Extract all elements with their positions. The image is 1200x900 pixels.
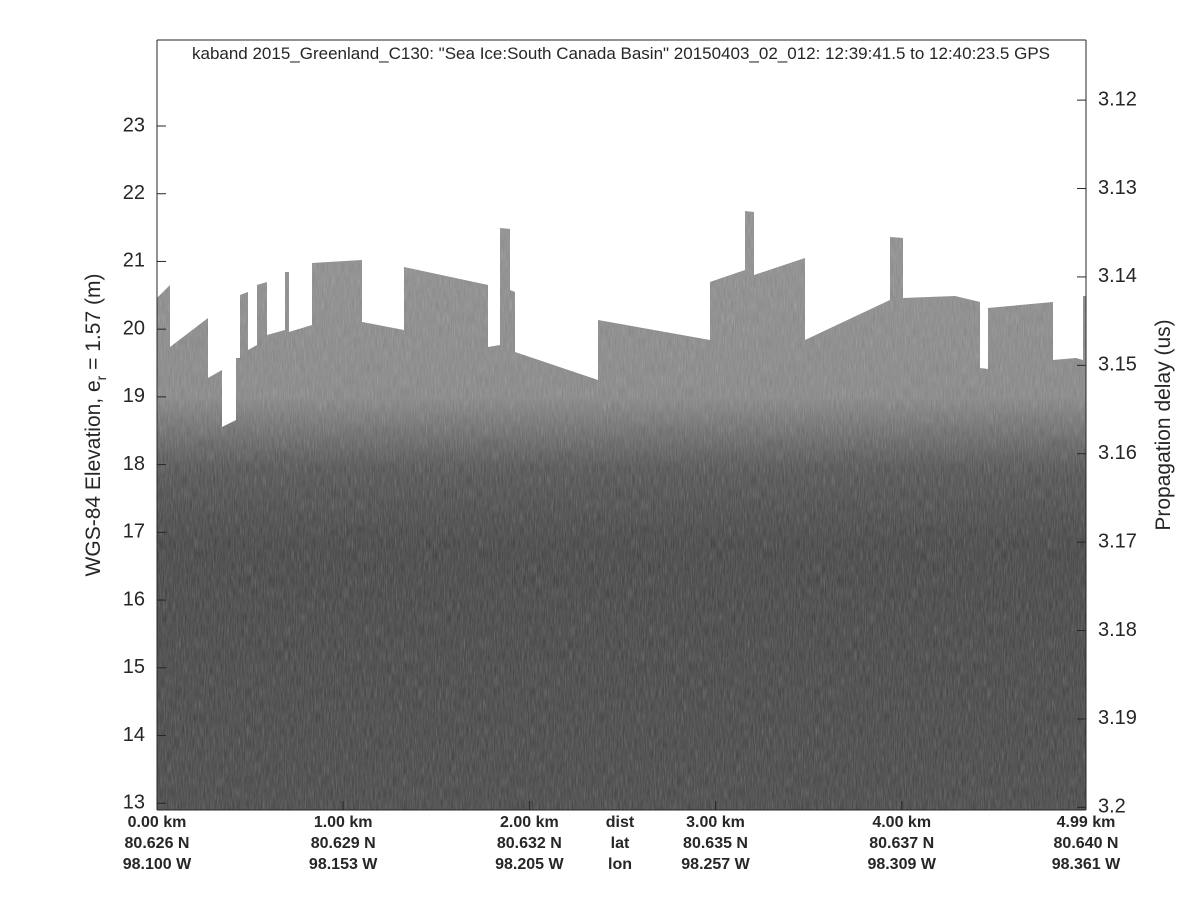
y-tick-label: 15 <box>123 656 145 678</box>
lat-label: 80.626 N <box>125 835 190 852</box>
lon-label: 98.205 W <box>495 856 564 873</box>
x-tick-label: 4.00 km <box>872 814 931 831</box>
y-tick-label: 14 <box>123 724 145 746</box>
row-name: lon <box>608 856 632 873</box>
chart-title: kaband 2015_Greenland_C130: "Sea Ice:Sou… <box>192 44 1050 63</box>
y2-tick-label: 3.2 <box>1098 796 1126 818</box>
y-tick-label: 23 <box>123 114 145 136</box>
row-name: lat <box>611 835 630 852</box>
y2-tick-label: 3.13 <box>1098 177 1137 199</box>
y2-tick-label: 3.12 <box>1098 88 1137 110</box>
lat-label: 80.637 N <box>869 835 934 852</box>
x-tick-label: 1.00 km <box>314 814 373 831</box>
x-tick-label: 2.00 km <box>500 814 559 831</box>
y-tick-label: 17 <box>123 521 145 543</box>
y-tick-label: 20 <box>123 317 145 339</box>
x-tick-label: 3.00 km <box>686 814 745 831</box>
y2-tick-label: 3.15 <box>1098 354 1137 376</box>
lon-label: 98.100 W <box>123 856 192 873</box>
y2-tick-label: 3.16 <box>1098 442 1137 464</box>
y-tick-label: 22 <box>123 182 145 204</box>
lon-label: 98.361 W <box>1052 856 1121 873</box>
y-tick-label: 16 <box>123 588 145 610</box>
echogram-image <box>157 211 1086 810</box>
lat-label: 80.632 N <box>497 835 562 852</box>
y-tick-label: 21 <box>123 250 145 272</box>
y-label-main: WGS-84 Elevation, e <box>82 380 105 576</box>
y2-tick-label: 3.19 <box>1098 707 1137 729</box>
y2-tick-label: 3.14 <box>1098 265 1137 287</box>
lat-label: 80.635 N <box>683 835 748 852</box>
lat-label: 80.640 N <box>1054 835 1119 852</box>
y2-tick-label: 3.18 <box>1098 619 1137 641</box>
x-tick-label: 4.99 km <box>1057 814 1116 831</box>
lon-label: 98.153 W <box>309 856 378 873</box>
lon-label: 98.309 W <box>867 856 936 873</box>
y-label-sub: r <box>93 375 109 380</box>
y-tick-label: 19 <box>123 385 145 407</box>
lon-label: 98.257 W <box>681 856 750 873</box>
x-tick-label: 0.00 km <box>128 814 187 831</box>
y-tick-label: 13 <box>123 792 145 814</box>
y-label-tail: = 1.57 (m) <box>82 274 105 376</box>
axes-frame <box>156 39 1087 811</box>
y2-axis-label: Propagation delay (us) <box>1152 319 1175 530</box>
row-name: dist <box>606 814 635 831</box>
y-tick-label: 18 <box>123 453 145 475</box>
y-axis-label: WGS-84 Elevation, er = 1.57 (m) <box>82 274 109 577</box>
y2-tick-label: 3.17 <box>1098 530 1137 552</box>
lat-label: 80.629 N <box>311 835 376 852</box>
